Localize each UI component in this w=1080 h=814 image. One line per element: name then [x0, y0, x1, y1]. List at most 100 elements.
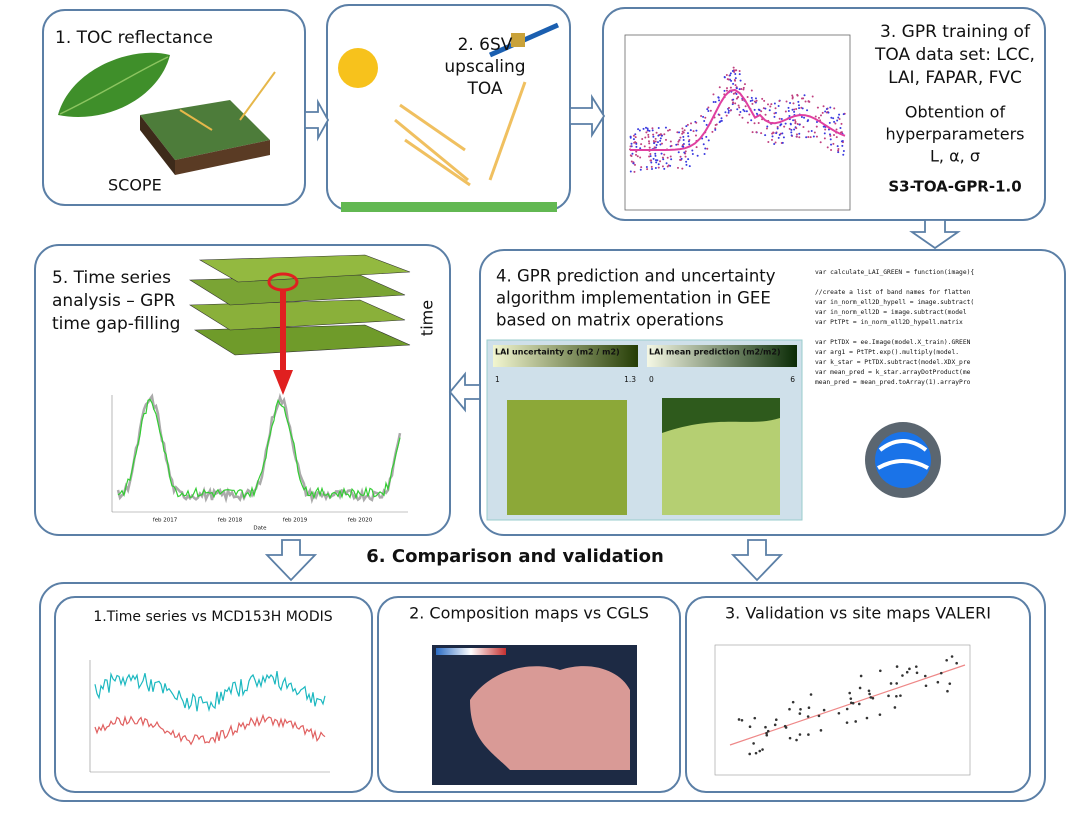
dot [948, 682, 952, 685]
dot [775, 132, 778, 135]
dot [778, 99, 781, 102]
dot [632, 138, 635, 141]
dot [869, 696, 873, 699]
dot [761, 97, 764, 100]
dot [751, 99, 754, 102]
dot [652, 135, 655, 138]
dot [901, 674, 904, 677]
dot [753, 100, 756, 103]
dot [634, 153, 637, 156]
dot [955, 661, 958, 665]
dot [823, 132, 826, 135]
label: 4. GPR prediction and uncertainty [496, 267, 776, 286]
dot [807, 130, 810, 133]
dot [718, 99, 721, 102]
dot [682, 135, 685, 138]
dot [814, 115, 817, 118]
dot [646, 168, 649, 171]
dot [778, 133, 781, 136]
dot [817, 714, 821, 718]
validation-points [737, 655, 958, 756]
dot [790, 131, 793, 134]
dot [800, 116, 803, 119]
dot [670, 158, 673, 161]
dot [755, 131, 758, 134]
series [117, 398, 401, 500]
dot [647, 140, 650, 143]
dot [681, 132, 684, 135]
dot [741, 116, 744, 119]
dot [737, 95, 740, 98]
label: 6. Comparison and validation [366, 546, 664, 567]
arrow [448, 371, 481, 413]
dot [824, 128, 827, 131]
red-arrow-head [273, 370, 293, 395]
dot [824, 110, 827, 113]
dot [825, 107, 828, 110]
dot [656, 159, 659, 162]
dot [773, 143, 776, 146]
dot [833, 120, 836, 123]
dot [745, 110, 748, 113]
dot [660, 134, 663, 137]
dot [738, 73, 741, 76]
dot [771, 132, 774, 135]
dot [717, 96, 720, 99]
dot [667, 129, 670, 132]
dot [766, 125, 769, 128]
dot [723, 89, 726, 92]
dot [644, 126, 647, 129]
dot [767, 140, 770, 143]
dot [709, 109, 712, 112]
dot [838, 113, 841, 116]
dot [914, 665, 918, 668]
soil [175, 140, 270, 175]
dot [788, 736, 792, 740]
label: time [418, 300, 437, 336]
dot [795, 135, 798, 138]
dot [755, 112, 758, 115]
dot [787, 109, 790, 112]
dot [681, 143, 684, 146]
dot [837, 711, 841, 715]
label: S3-TOA-GPR-1.0 [888, 178, 1021, 196]
arrow [569, 93, 606, 139]
dot [635, 150, 638, 153]
dot [828, 121, 831, 124]
dot [732, 66, 735, 69]
dot [762, 107, 765, 110]
dot [736, 108, 739, 111]
uncertainty-map [507, 400, 627, 515]
dot [794, 119, 797, 122]
dot [696, 154, 699, 157]
dot [887, 694, 890, 698]
dot [769, 105, 772, 108]
dot [660, 142, 663, 145]
dot [777, 105, 780, 108]
dot [766, 103, 769, 106]
dot [867, 689, 871, 693]
dot [684, 155, 687, 158]
dot [791, 108, 794, 111]
dot [784, 122, 787, 125]
label: var k_star = PtTDX.subtract(model.XDX_pr… [815, 359, 971, 366]
label: 2. Composition maps vs CGLS [409, 604, 649, 623]
dot [753, 108, 756, 111]
dot [732, 98, 735, 101]
dot [635, 142, 638, 145]
dot [950, 655, 954, 658]
series [94, 671, 326, 713]
dot [683, 151, 686, 154]
dot [642, 127, 645, 130]
dot [630, 160, 633, 163]
label: 1.Time series vs MCD153H MODIS [93, 609, 332, 625]
dot [776, 126, 779, 129]
dot [832, 117, 835, 120]
dot [812, 135, 815, 138]
dot [639, 147, 642, 150]
dot [633, 141, 636, 144]
dot [823, 137, 826, 140]
dot [685, 163, 688, 166]
dot [763, 99, 766, 102]
dot [784, 110, 787, 113]
